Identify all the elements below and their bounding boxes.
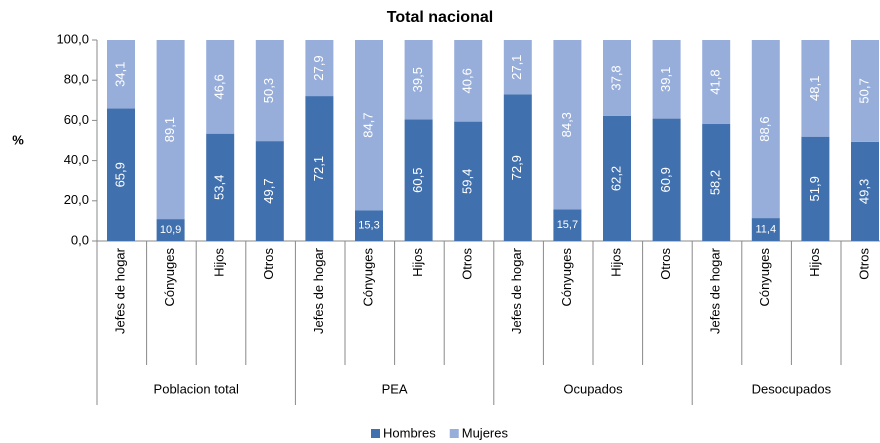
bar-segment bbox=[355, 210, 383, 241]
value-label: 34,1 bbox=[112, 62, 127, 87]
value-label: 27,9 bbox=[311, 55, 326, 80]
value-label: 62,2 bbox=[608, 166, 623, 191]
value-label: 72,1 bbox=[311, 156, 326, 181]
y-tick-label: 100,0 bbox=[56, 31, 89, 46]
value-label: 48,1 bbox=[807, 76, 822, 101]
group-label: Ocupados bbox=[563, 381, 623, 396]
bar-segment bbox=[156, 219, 185, 241]
bar-segment bbox=[553, 40, 582, 210]
bar-segment bbox=[454, 121, 483, 241]
value-label: 39,1 bbox=[658, 67, 673, 92]
x-tick-label: Cónyuges bbox=[757, 248, 772, 307]
value-label: 40,6 bbox=[460, 68, 475, 93]
legend-swatch bbox=[449, 429, 459, 438]
bar-segment bbox=[553, 209, 582, 241]
legend-label: Hombres bbox=[383, 425, 436, 440]
bar-segment bbox=[503, 40, 532, 95]
group-label: PEA bbox=[382, 381, 408, 396]
bar-segment bbox=[404, 40, 433, 120]
value-label: 53,4 bbox=[212, 175, 227, 200]
bar-segment bbox=[107, 108, 135, 241]
value-label: 49,3 bbox=[856, 179, 871, 204]
bar-segment bbox=[305, 96, 334, 241]
x-tick-label: Cónyuges bbox=[360, 248, 375, 307]
bar-segment bbox=[355, 40, 383, 211]
bar-segment bbox=[255, 141, 284, 241]
bar-segment bbox=[751, 40, 780, 219]
x-tick-label: Cónyuges bbox=[559, 248, 574, 307]
value-label: 15,3 bbox=[358, 220, 379, 232]
bar-segment bbox=[454, 40, 483, 122]
x-tick-label: Otros bbox=[460, 248, 475, 280]
value-label: 27,1 bbox=[509, 55, 524, 80]
y-axis-label: % bbox=[12, 132, 24, 147]
value-label: 46,6 bbox=[212, 74, 227, 99]
value-label: 72,9 bbox=[509, 155, 524, 180]
bar-segment bbox=[801, 136, 830, 241]
x-tick-label: Jefes de hogar bbox=[708, 247, 723, 334]
value-label: 84,3 bbox=[559, 112, 574, 137]
value-label: 10,9 bbox=[160, 224, 181, 236]
x-tick-label: Jefes de hogar bbox=[509, 247, 524, 334]
value-label: 15,7 bbox=[557, 219, 578, 231]
value-label: 50,7 bbox=[856, 78, 871, 103]
value-label: 49,7 bbox=[261, 178, 276, 203]
value-label: 84,7 bbox=[360, 112, 375, 137]
value-label: 89,1 bbox=[162, 117, 177, 142]
value-label: 88,6 bbox=[757, 116, 772, 141]
x-tick-label: Cónyuges bbox=[162, 248, 177, 307]
bar-segment bbox=[851, 141, 879, 241]
x-tick-label: Hijos bbox=[807, 248, 822, 277]
y-tick-label: 40,0 bbox=[64, 152, 89, 167]
value-label: 39,5 bbox=[410, 67, 425, 92]
x-tick-label: Otros bbox=[658, 248, 673, 280]
x-tick-label: Hijos bbox=[608, 248, 623, 277]
value-label: 50,3 bbox=[261, 78, 276, 103]
y-tick-label: 20,0 bbox=[64, 192, 89, 207]
value-label: 41,8 bbox=[708, 69, 723, 94]
group-label: Desocupados bbox=[752, 381, 832, 396]
value-label: 65,9 bbox=[112, 162, 127, 187]
value-label: 58,2 bbox=[708, 170, 723, 195]
bar-segment bbox=[255, 40, 284, 142]
bar-segment bbox=[404, 119, 433, 241]
x-tick-label: Otros bbox=[856, 248, 871, 280]
bar-segment bbox=[751, 218, 780, 241]
value-label: 51,9 bbox=[807, 176, 822, 201]
legend-swatch bbox=[371, 429, 380, 438]
bar-segment bbox=[801, 40, 830, 137]
x-tick-label: Hijos bbox=[212, 248, 227, 277]
bar-segment bbox=[206, 40, 235, 134]
y-tick-label: 60,0 bbox=[64, 112, 89, 127]
chart-title: Total nacional bbox=[387, 9, 493, 26]
bar-segment bbox=[603, 40, 631, 116]
value-label: 37,8 bbox=[608, 65, 623, 90]
bar-segment bbox=[851, 40, 879, 142]
y-tick-label: 80,0 bbox=[64, 72, 89, 87]
bar-segment bbox=[702, 124, 731, 241]
bar-segment bbox=[652, 118, 681, 241]
bar-segment bbox=[652, 40, 681, 119]
value-label: 11,4 bbox=[756, 223, 777, 235]
value-label: 60,9 bbox=[658, 167, 673, 192]
x-tick-label: Jefes de hogar bbox=[112, 247, 127, 334]
bar-segment bbox=[603, 115, 631, 241]
bar-segment bbox=[702, 40, 731, 125]
bar-segment bbox=[305, 40, 334, 97]
legend-label: Mujeres bbox=[462, 425, 509, 440]
bar-segment bbox=[107, 40, 135, 109]
value-label: 59,4 bbox=[460, 169, 475, 194]
x-tick-label: Otros bbox=[261, 248, 276, 280]
bar-segment bbox=[156, 40, 185, 220]
bar-segment bbox=[503, 94, 532, 241]
x-tick-label: Hijos bbox=[410, 248, 425, 277]
bar-segment bbox=[206, 133, 235, 241]
group-label: Poblacion total bbox=[154, 381, 239, 396]
y-tick-label: 0,0 bbox=[71, 232, 89, 247]
value-label: 60,5 bbox=[410, 168, 425, 193]
x-tick-label: Jefes de hogar bbox=[311, 247, 326, 334]
